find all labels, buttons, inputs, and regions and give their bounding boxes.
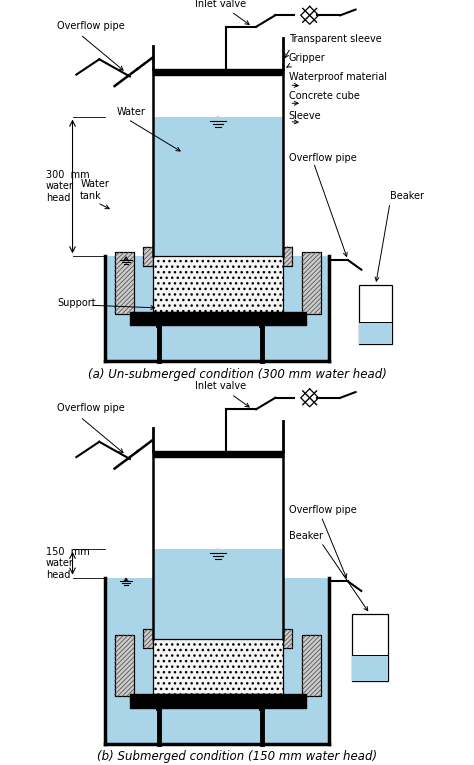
Bar <box>302 635 321 696</box>
Bar <box>153 116 283 256</box>
Text: Beaker: Beaker <box>390 191 424 201</box>
Text: Overflow pipe: Overflow pipe <box>57 403 125 413</box>
Bar <box>115 252 134 314</box>
Text: (a) Un-submerged condition (300 mm water head): (a) Un-submerged condition (300 mm water… <box>88 368 386 381</box>
Bar <box>283 629 292 649</box>
Bar <box>359 322 392 344</box>
Text: Overflow pipe: Overflow pipe <box>289 153 356 163</box>
Text: Inlet valve: Inlet valve <box>195 0 249 24</box>
Text: Sleeve: Sleeve <box>289 111 321 121</box>
Text: Waterproof material: Waterproof material <box>289 73 387 83</box>
Bar <box>143 246 153 266</box>
Bar <box>302 635 321 696</box>
Text: Concrete cube: Concrete cube <box>289 92 359 102</box>
Text: Overflow pipe: Overflow pipe <box>289 505 356 515</box>
Polygon shape <box>124 257 128 260</box>
Bar <box>143 629 153 649</box>
Text: 150  mm
water
head: 150 mm water head <box>46 547 90 580</box>
Text: Water
tank: Water tank <box>80 179 109 201</box>
Bar <box>105 256 329 362</box>
Bar <box>302 252 321 314</box>
Text: Gripper: Gripper <box>289 54 325 63</box>
Bar <box>115 252 134 314</box>
Text: Support: Support <box>57 298 96 308</box>
Bar <box>115 635 134 696</box>
Bar <box>105 578 329 744</box>
Text: Overflow pipe: Overflow pipe <box>57 21 125 31</box>
Polygon shape <box>215 116 221 122</box>
Bar <box>352 656 388 681</box>
Text: Beaker: Beaker <box>289 532 323 542</box>
Bar <box>115 635 134 696</box>
Bar <box>153 256 283 312</box>
Text: Transparent sleeve: Transparent sleeve <box>289 34 382 44</box>
Bar <box>143 246 153 266</box>
Text: Water: Water <box>117 107 146 117</box>
Bar <box>359 285 392 344</box>
Bar <box>153 549 283 639</box>
Text: Inlet valve: Inlet valve <box>195 381 249 407</box>
Bar <box>302 252 321 314</box>
Bar <box>283 246 292 266</box>
Bar <box>283 629 292 649</box>
Bar <box>143 629 153 649</box>
Bar <box>352 614 388 681</box>
Bar <box>283 246 292 266</box>
Text: (b) Submerged condition (150 mm water head): (b) Submerged condition (150 mm water he… <box>97 750 377 763</box>
Polygon shape <box>124 578 128 581</box>
Polygon shape <box>215 549 221 554</box>
Text: 300  mm
water
head: 300 mm water head <box>46 170 90 203</box>
Bar <box>153 639 283 695</box>
